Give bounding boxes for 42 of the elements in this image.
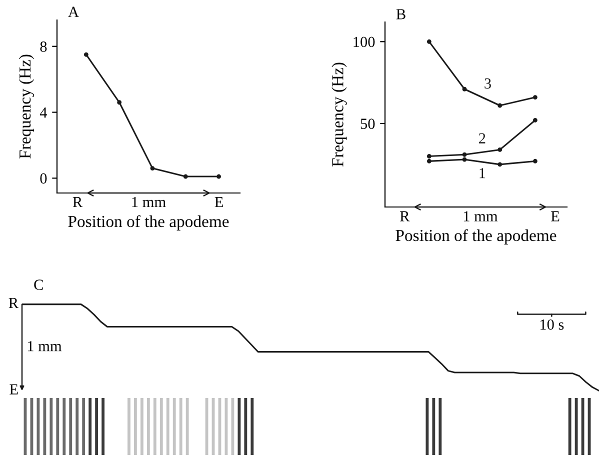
y-tick-label: 0: [40, 173, 47, 184]
text: R: [8, 298, 19, 308]
chart-title: C: [34, 280, 43, 290]
series-label: 3: [484, 78, 491, 89]
point: [498, 162, 502, 167]
series-label: 1: [480, 168, 486, 178]
text: E: [214, 197, 223, 208]
chart-title: A: [68, 6, 79, 17]
point: [150, 166, 155, 171]
point: [426, 39, 432, 44]
y-axis-title: Frequency (Hz): [332, 62, 347, 167]
text: 1 mm: [464, 211, 498, 222]
series-label: 2: [479, 133, 486, 144]
point: [426, 154, 432, 158]
text: E: [10, 384, 18, 394]
chart-title: B: [396, 9, 406, 20]
text: R: [400, 211, 410, 222]
text: 1 mm: [132, 196, 166, 208]
annotation: 1 mm: [28, 341, 62, 352]
point: [183, 174, 188, 179]
y-axis-title: Frequency (Hz): [18, 54, 34, 159]
annotation: 10 s: [540, 319, 564, 330]
point: [462, 157, 467, 162]
point: [532, 95, 538, 100]
y-tick-label: 50: [360, 118, 375, 129]
x-axis-title: Position of the apodeme: [396, 229, 556, 245]
point: [462, 86, 467, 92]
y-tick-label: 4: [40, 108, 48, 118]
point: [117, 100, 122, 105]
point: [84, 52, 88, 57]
x-axis-title: Position of the apodeme: [68, 215, 229, 231]
y-tick-label: 100: [354, 36, 375, 48]
text: R: [72, 197, 83, 208]
point: [532, 118, 538, 122]
point: [426, 158, 432, 164]
point: [498, 147, 502, 152]
text: E: [551, 211, 560, 222]
point: [532, 158, 538, 164]
point: [216, 174, 222, 179]
point: [498, 103, 502, 108]
y-tick-label: 8: [40, 42, 47, 52]
point: [462, 152, 467, 157]
